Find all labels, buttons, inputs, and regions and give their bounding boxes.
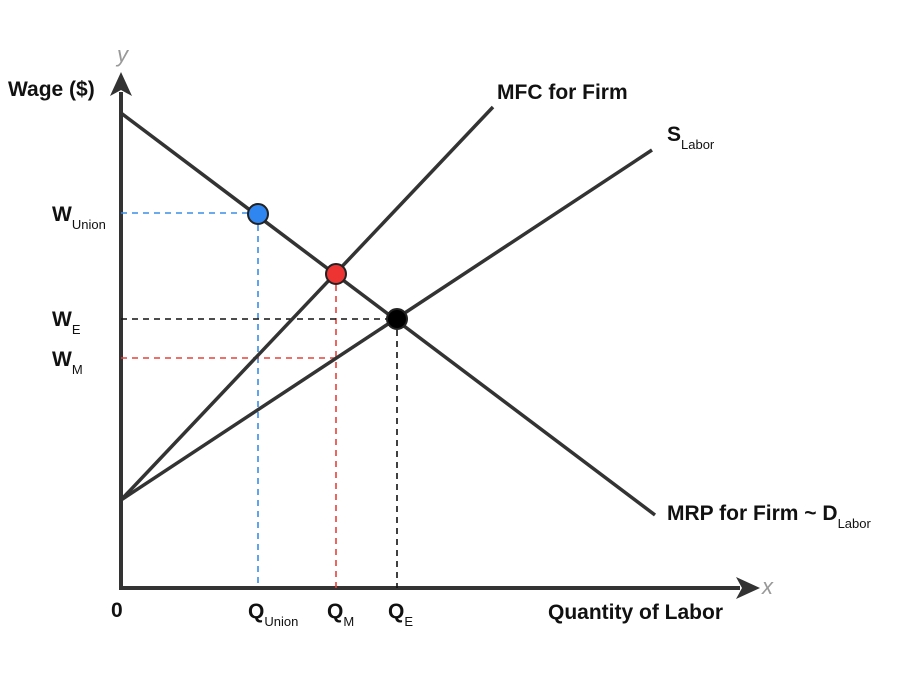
supply-label: SLabor <box>667 123 715 152</box>
label-sub: E <box>404 614 413 629</box>
label-main: W <box>52 203 72 226</box>
label-main: S <box>667 123 681 146</box>
mrp-label: MRP for Firm ~ DLabor <box>667 502 871 531</box>
label-sub: Labor <box>681 137 715 152</box>
label-main: MRP for Firm ~ D <box>667 502 838 525</box>
label-main: MFC for Firm <box>497 81 628 104</box>
y-symbol: y <box>115 42 130 67</box>
label-sub: M <box>72 362 83 377</box>
wage-e-label: WE <box>52 308 81 337</box>
y-arrow <box>110 72 132 96</box>
mfc-label: MFC for Firm <box>497 81 628 104</box>
label-sub: E <box>72 322 81 337</box>
x-symbol: x <box>761 574 774 599</box>
label-main: Q <box>248 600 264 623</box>
label-sub: Labor <box>838 516 872 531</box>
monopsony-guide <box>121 274 337 588</box>
x-arrow <box>736 577 760 599</box>
x-label: Quantity of Labor <box>548 601 723 624</box>
monopsony-point <box>325 263 347 285</box>
label-main: W <box>52 348 72 371</box>
quantity-e-label: QE <box>388 600 413 629</box>
label-main: Q <box>327 600 343 623</box>
mfc-curve <box>119 105 495 502</box>
equilibrium-guide <box>121 318 398 588</box>
label-main: W <box>52 308 72 331</box>
label-sub: Union <box>264 614 298 629</box>
label-sub: M <box>343 614 354 629</box>
union-guide <box>121 212 259 588</box>
label-sub: Union <box>72 217 106 232</box>
label-main: Q <box>388 600 404 623</box>
wage-union-label: WUnion <box>52 203 106 232</box>
equilibrium-point <box>386 308 408 330</box>
quantity-m-label: QM <box>327 600 354 629</box>
supply-curve <box>120 148 653 502</box>
origin-label: 0 <box>111 599 123 622</box>
quantity-union-label: QUnion <box>248 600 298 629</box>
wage-m-label: WM <box>52 348 83 377</box>
y-label: Wage ($) <box>8 78 95 101</box>
union-point <box>247 203 269 225</box>
